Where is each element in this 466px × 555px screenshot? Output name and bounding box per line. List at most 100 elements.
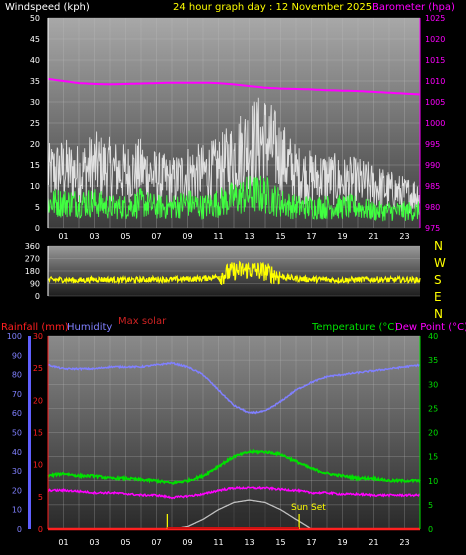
wind-series — [47, 77, 421, 222]
x-tick-label-bottom: 21 — [368, 538, 378, 547]
humidity-tick-label: 90 — [12, 351, 22, 360]
rain-tick-label: 0 — [38, 525, 43, 534]
wind-tick-label: 35 — [30, 77, 40, 86]
baro-tick-label: 1020 — [425, 35, 445, 44]
series-windspeed — [47, 97, 421, 214]
temp-tick-label: 15 — [428, 453, 438, 462]
compass-north: N — [434, 239, 443, 253]
x-tick-label: 03 — [89, 232, 99, 241]
baro-tick-label: 980 — [425, 203, 440, 212]
rain-tick-label: 10 — [33, 461, 43, 470]
x-tick-label: 01 — [58, 232, 68, 241]
series-dewpoint — [47, 485, 421, 500]
rain-tick-label: 5 — [38, 493, 43, 502]
series-barometer — [47, 77, 420, 96]
temperature-axis-label: Temperature (°C) — [311, 322, 398, 333]
axis-tick-labels: 0510152025303540455097598098599099510001… — [7, 14, 446, 547]
lower-series — [47, 361, 421, 531]
x-tick-label-bottom: 09 — [182, 538, 192, 547]
series-wind-average — [47, 175, 421, 222]
x-tick-label-bottom: 15 — [275, 538, 285, 547]
baro-tick-label: 1005 — [425, 98, 445, 107]
x-tick-label-bottom: 23 — [399, 538, 409, 547]
x-tick-label: 15 — [275, 232, 285, 241]
direction-tick-label: 90 — [30, 280, 40, 289]
x-tick-label: 19 — [337, 232, 347, 241]
humidity-tick-label: 50 — [12, 429, 22, 438]
rain-tick-label: 30 — [33, 332, 43, 341]
x-tick-label-bottom: 13 — [244, 538, 254, 547]
barometer-axis-label: Barometer (hpa) — [372, 2, 455, 13]
sunset-label: Sun Set — [291, 503, 326, 513]
wind-tick-label: 30 — [30, 98, 40, 107]
compass-south: S — [434, 273, 442, 287]
wind-tick-label: 15 — [30, 161, 40, 170]
x-tick-label-bottom: 03 — [89, 538, 99, 547]
rain-tick-label: 15 — [33, 429, 43, 438]
temp-tick-label: 10 — [428, 477, 438, 486]
rain-tick-label: 20 — [33, 396, 43, 405]
humidity-tick-label: 60 — [12, 409, 22, 418]
wind-axis-label: Windspeed (kph) — [5, 2, 90, 13]
humidity-tick-label: 80 — [12, 371, 22, 380]
humidity-tick-label: 30 — [12, 467, 22, 476]
temp-tick-label: 20 — [428, 429, 438, 438]
wind-tick-label: 5 — [35, 203, 40, 212]
humidity-tick-label: 20 — [12, 486, 22, 495]
direction-tick-label: 180 — [25, 267, 40, 276]
wind-tick-label: 45 — [30, 35, 40, 44]
x-tick-label: 21 — [368, 232, 378, 241]
baro-tick-label: 1015 — [425, 56, 445, 65]
temp-tick-label: 35 — [428, 356, 438, 365]
direction-tick-label: 270 — [25, 255, 40, 264]
compass-north-bottom: N — [434, 307, 443, 321]
compass-west: W — [434, 256, 446, 270]
x-tick-label-bottom: 05 — [120, 538, 130, 547]
baro-tick-label: 975 — [425, 224, 440, 233]
series-temperature — [47, 448, 421, 485]
wind-tick-label: 0 — [35, 224, 40, 233]
humidity-tick-label: 10 — [12, 506, 22, 515]
dewpoint-axis-label: Dew Point (°C) — [395, 322, 466, 333]
baro-tick-label: 1010 — [425, 77, 445, 86]
wind-tick-label: 25 — [30, 119, 40, 128]
max-solar-label: Max solar — [118, 316, 167, 327]
wind-tick-label: 20 — [30, 140, 40, 149]
humidity-tick-label: 0 — [17, 525, 22, 534]
chart-title: 24 hour graph day : 12 November 2025 — [173, 2, 372, 13]
x-tick-label: 23 — [399, 232, 409, 241]
wind-tick-label: 40 — [30, 56, 40, 65]
baro-tick-label: 1025 — [425, 14, 445, 23]
x-tick-label: 07 — [151, 232, 161, 241]
humidity-tick-label: 70 — [12, 390, 22, 399]
humidity-tick-label: 100 — [7, 332, 22, 341]
humidity-axis-bar — [28, 336, 31, 529]
baro-tick-label: 985 — [425, 182, 440, 191]
compass-east: E — [434, 290, 442, 304]
x-tick-label-bottom: 17 — [306, 538, 316, 547]
baro-tick-label: 990 — [425, 161, 440, 170]
x-tick-label: 11 — [213, 232, 223, 241]
temp-tick-label: 25 — [428, 404, 438, 413]
x-tick-label: 13 — [244, 232, 254, 241]
direction-series — [47, 260, 421, 285]
x-tick-label-bottom: 11 — [213, 538, 223, 547]
x-tick-label: 17 — [306, 232, 316, 241]
x-tick-label: 05 — [120, 232, 130, 241]
x-tick-label: 09 — [182, 232, 192, 241]
temp-tick-label: 40 — [428, 332, 438, 341]
humidity-tick-label: 40 — [12, 448, 22, 457]
wind-tick-label: 50 — [30, 14, 40, 23]
baro-tick-label: 1000 — [425, 119, 445, 128]
humidity-axis-label: Humidity — [67, 322, 112, 333]
rainfall-axis-label: Rainfall (mm) — [1, 322, 69, 333]
baro-tick-label: 995 — [425, 140, 440, 149]
series-humidity — [47, 361, 421, 415]
series-wind-direction — [47, 260, 421, 285]
x-tick-label-bottom: 07 — [151, 538, 161, 547]
temp-tick-label: 5 — [428, 501, 433, 510]
wind-tick-label: 10 — [30, 182, 40, 191]
direction-tick-label: 0 — [35, 292, 40, 301]
x-tick-label-bottom: 19 — [337, 538, 347, 547]
